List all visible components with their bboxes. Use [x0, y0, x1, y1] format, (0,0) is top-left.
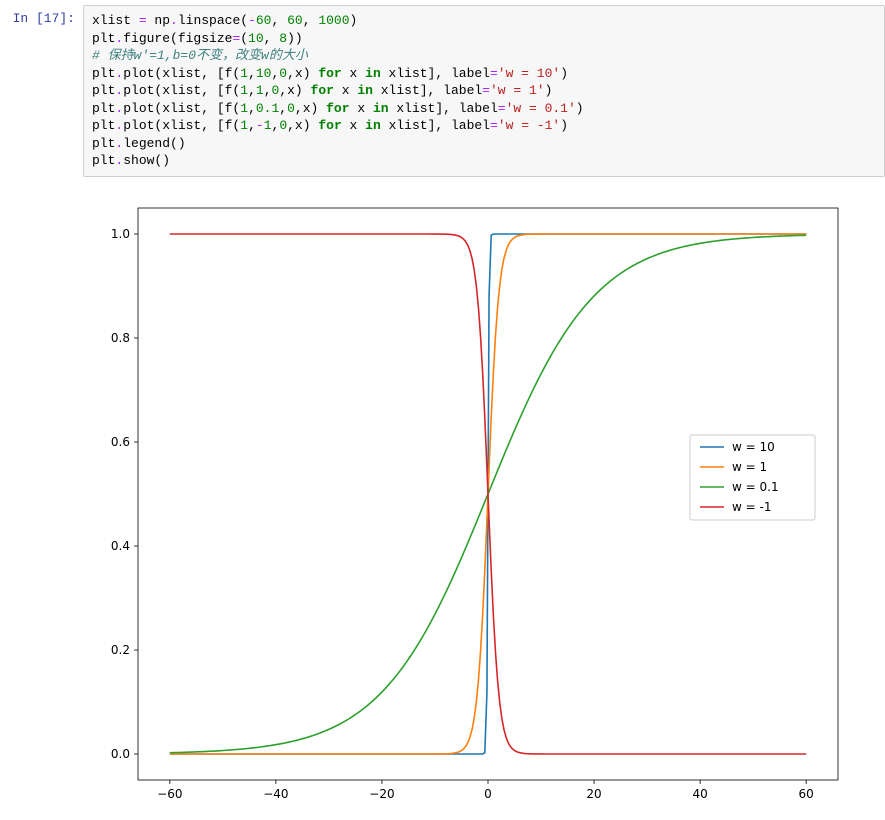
legend-label: w = 0.1 [732, 480, 779, 494]
input-prompt: In [17]: [0, 5, 83, 177]
legend: w = 10 w = 1 w = 0.1 w = -1 [690, 435, 815, 520]
y-tick-label: 1.0 [111, 227, 130, 241]
x-tick-label: −40 [263, 787, 288, 801]
legend-label: w = 10 [732, 440, 775, 454]
x-tick-label: 60 [799, 787, 814, 801]
legend-label: w = -1 [732, 500, 771, 514]
code-input[interactable]: xlist = np.linspace(-60, 60, 1000) plt.f… [83, 5, 885, 177]
y-tick-label: 0.2 [111, 643, 130, 657]
x-tick-label: 40 [692, 787, 707, 801]
y-tick-label: 0.6 [111, 435, 130, 449]
y-tick-label: 0.0 [111, 747, 130, 761]
sigmoid-chart: −60 −40 −20 0 20 40 60 0.0 0.2 0.4 0.6 0.8 1.0 w = 10… [80, 190, 860, 820]
output-area: −60 −40 −20 0 20 40 60 0.0 0.2 0.4 0.6 0.8 1.0 w = 10… [0, 182, 885, 820]
legend-label: w = 1 [732, 460, 767, 474]
x-tick-label: 20 [586, 787, 601, 801]
x-tick-label: −20 [369, 787, 394, 801]
x-tick-label: 0 [484, 787, 492, 801]
x-tick-label: −60 [157, 787, 182, 801]
y-tick-label: 0.8 [111, 331, 130, 345]
notebook-cell: In [17]: xlist = np.linspace(-60, 60, 10… [0, 0, 885, 182]
y-tick-label: 0.4 [111, 539, 130, 553]
